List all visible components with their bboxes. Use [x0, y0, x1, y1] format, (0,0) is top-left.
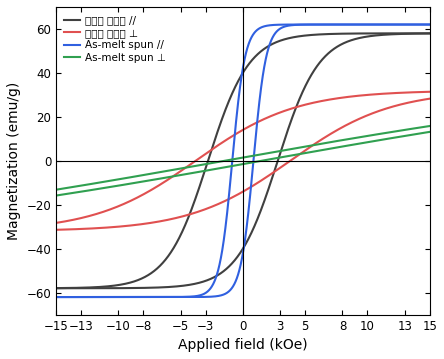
결정립 미립화 // — [118, 283, 123, 287]
As-melt spun // — [379, 22, 385, 27]
결정립 미립화 // — [420, 31, 425, 36]
As-melt spun // — [53, 295, 59, 299]
결정립 미립화 ⊥ — [118, 203, 123, 208]
As-melt spun // — [427, 22, 432, 27]
결정립 미립화 // — [96, 285, 101, 289]
결정립 미립화 // — [53, 286, 59, 290]
As-melt spun // — [213, 276, 218, 281]
결정립 미립화 ⊥ — [53, 221, 59, 225]
As-melt spun ⊥ — [96, 181, 101, 185]
X-axis label: Applied field (kOe): Applied field (kOe) — [178, 338, 308, 352]
결정립 미립화 // — [197, 185, 202, 190]
As-melt spun // — [118, 295, 123, 299]
Legend: 결정립 미립화 //, 결정립 미립화 ⊥, As-melt spun //, As-melt spun ⊥: 결정립 미립화 //, 결정립 미립화 ⊥, As-melt spun //, … — [61, 12, 169, 66]
Line: 결정립 미립화 ⊥: 결정립 미립화 ⊥ — [56, 92, 430, 223]
결정립 미립화 ⊥ — [213, 145, 218, 149]
결정립 미립화 ⊥ — [420, 90, 425, 94]
As-melt spun ⊥ — [118, 177, 123, 181]
Line: As-melt spun //: As-melt spun // — [56, 24, 430, 297]
As-melt spun ⊥ — [379, 131, 385, 136]
Y-axis label: Magnetization (emu/g): Magnetization (emu/g) — [7, 81, 21, 240]
As-melt spun // — [420, 22, 425, 27]
Line: 결정립 미립화 //: 결정립 미립화 // — [56, 33, 430, 288]
As-melt spun ⊥ — [420, 125, 425, 129]
결정립 미립화 ⊥ — [427, 90, 432, 94]
As-melt spun ⊥ — [53, 187, 59, 192]
결정립 미립화 // — [379, 31, 385, 36]
As-melt spun ⊥ — [197, 163, 202, 167]
As-melt spun // — [96, 295, 101, 299]
결정립 미립화 ⊥ — [96, 211, 101, 215]
결정립 미립화 // — [427, 31, 432, 36]
결정립 미립화 ⊥ — [197, 156, 202, 160]
As-melt spun ⊥ — [213, 160, 218, 164]
As-melt spun ⊥ — [427, 124, 432, 128]
결정립 미립화 // — [213, 136, 218, 140]
Line: As-melt spun ⊥: As-melt spun ⊥ — [56, 126, 430, 190]
As-melt spun // — [197, 293, 202, 298]
결정립 미립화 ⊥ — [379, 92, 385, 96]
